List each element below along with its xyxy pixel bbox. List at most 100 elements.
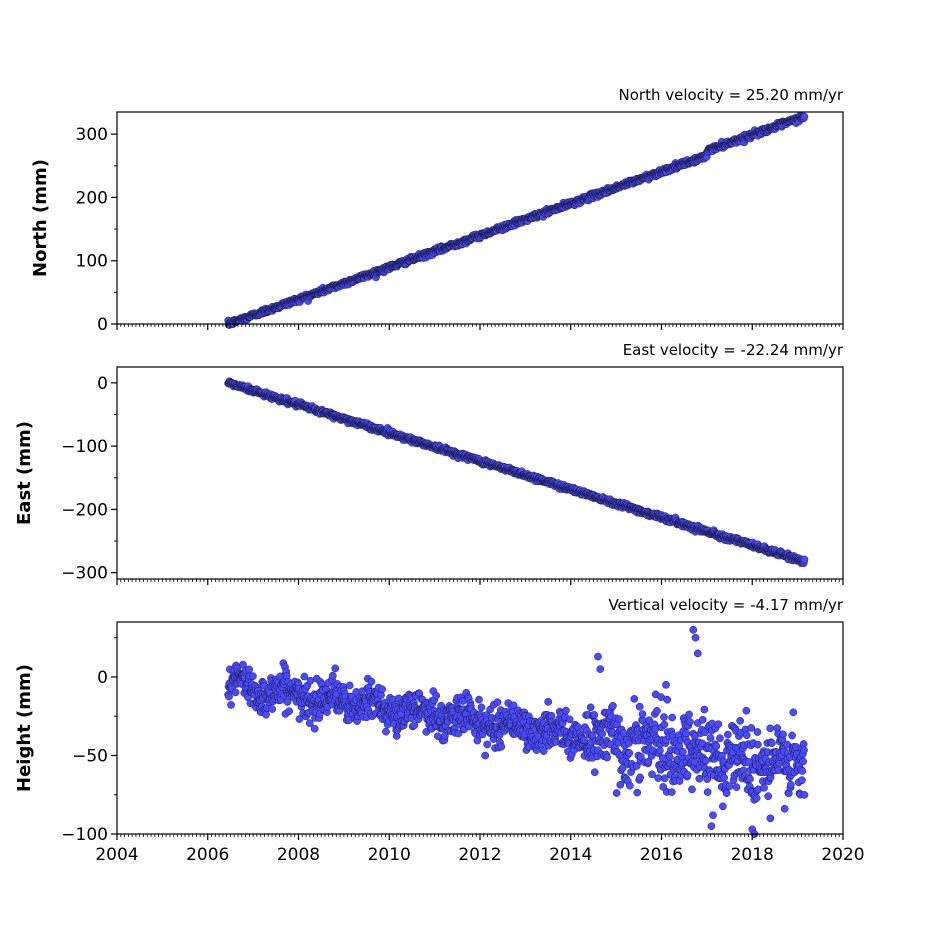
data-point (586, 703, 595, 712)
data-point (800, 746, 808, 754)
data-point (633, 788, 642, 797)
data-point (616, 781, 625, 789)
data-point (331, 664, 340, 673)
north-axis-label: North (mm) (30, 159, 51, 277)
data-point (227, 701, 235, 709)
data-point (754, 740, 762, 749)
data-point (590, 768, 599, 777)
data-point (432, 691, 441, 700)
data-point (780, 804, 789, 813)
data-point (625, 781, 634, 790)
data-point (742, 706, 751, 715)
data-point (630, 695, 639, 703)
data-point (565, 715, 574, 724)
data-point (714, 720, 723, 729)
data-point (481, 751, 490, 760)
data-point (300, 672, 309, 681)
x-tick-label: 2006 (186, 845, 229, 865)
data-point (786, 780, 795, 789)
outlier-point (691, 633, 700, 642)
data-point (612, 789, 621, 797)
data-point (695, 774, 704, 783)
data-point (760, 783, 768, 792)
data-point (590, 711, 599, 719)
outlier-point (596, 665, 605, 673)
data-point (483, 740, 492, 749)
data-point (798, 776, 806, 785)
north-panel-title: North velocity = 25.20 mm/yr (619, 86, 844, 104)
data-point (800, 791, 809, 799)
y-tick-label: −200 (61, 500, 108, 520)
east-panel: East velocity = -22.24 mm/yr East (mm) 0… (14, 341, 844, 585)
data-point (682, 729, 691, 738)
outlier-point (707, 822, 716, 831)
data-point (598, 730, 607, 738)
y-tick-label: 0 (97, 668, 108, 688)
data-point (285, 707, 293, 716)
data-point (345, 681, 354, 690)
data-point (723, 730, 732, 739)
data-point (789, 708, 798, 717)
data-point (245, 665, 254, 674)
data-point (562, 706, 570, 715)
data-point (635, 702, 644, 711)
data-point (367, 677, 376, 686)
data-point (268, 705, 277, 713)
data-point (310, 724, 319, 733)
height-data-points (224, 626, 809, 838)
x-tick-label: 2010 (368, 845, 411, 865)
data-point (779, 730, 787, 739)
data-point (725, 782, 734, 791)
height-y-ticks: 0 −50 −100 (61, 637, 117, 845)
data-point (747, 724, 756, 732)
data-point (720, 773, 728, 782)
x-tick-label: 2004 (95, 845, 138, 865)
data-point (654, 774, 663, 782)
data-point (788, 731, 796, 740)
data-point (798, 767, 807, 775)
outlier-point (766, 814, 775, 823)
east-data-points (224, 377, 809, 568)
x-tick-label: 2020 (821, 845, 864, 865)
data-point (663, 695, 672, 704)
data-point (753, 728, 762, 736)
data-point (746, 775, 754, 783)
data-point (619, 729, 628, 737)
data-point (625, 749, 634, 757)
data-point (732, 783, 741, 791)
data-point (679, 748, 687, 756)
data-point (648, 770, 656, 779)
x-tick-label: 2016 (640, 845, 683, 865)
data-point (609, 702, 617, 710)
data-point (702, 756, 710, 765)
outlier-point (594, 652, 602, 661)
data-point (493, 698, 502, 707)
data-point (685, 710, 693, 719)
north-panel: North velocity = 25.20 mm/yr North (mm) … (30, 86, 844, 335)
data-point (712, 742, 721, 751)
east-panel-title: East velocity = -22.24 mm/yr (623, 341, 844, 359)
data-point (410, 721, 419, 730)
height-x-ticks: 2004 2006 2008 2010 2012 2014 2016 2018 2020 (95, 834, 865, 865)
outlier-point (662, 680, 670, 689)
height-panel-title: Vertical velocity = -4.17 mm/yr (608, 596, 843, 614)
data-point (667, 788, 676, 796)
data-point (706, 734, 715, 742)
data-point (688, 785, 696, 794)
data-point (328, 671, 337, 680)
data-point (768, 739, 776, 747)
data-point (683, 771, 692, 779)
y-tick-label: 100 (76, 252, 108, 272)
data-point (580, 736, 588, 744)
data-point (378, 685, 387, 694)
data-point (477, 703, 486, 712)
data-point (603, 753, 611, 762)
data-point (690, 758, 699, 766)
data-point (638, 710, 647, 718)
data-point (497, 742, 506, 751)
data-point (665, 753, 674, 761)
data-point (752, 794, 761, 802)
data-point (722, 789, 731, 798)
y-tick-label: −100 (61, 437, 108, 457)
data-point (653, 707, 661, 715)
